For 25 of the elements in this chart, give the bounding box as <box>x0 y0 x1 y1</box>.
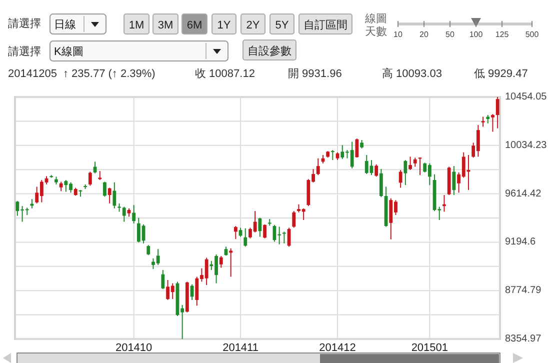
text: 100 <box>469 30 484 39</box>
x-tick-label: 201410 <box>115 342 152 354</box>
y-tick-label: 10034.23 <box>505 140 548 151</box>
text: 20141205 <box>8 68 57 80</box>
text: 10 <box>394 30 403 39</box>
text: 線圖天數 <box>364 13 387 38</box>
text: 500 <box>525 30 540 39</box>
text: 20 <box>420 30 429 39</box>
y-tick-label: 8774.79 <box>505 285 542 296</box>
x-tick-label: 201411 <box>222 342 258 354</box>
text: 低 9929.47 <box>474 68 528 80</box>
text: 開 9931.96 <box>288 68 342 80</box>
text: 高 10093.03 <box>382 67 442 80</box>
text: 收 10087.12 <box>195 68 255 80</box>
x-tick-label: 201412 <box>319 342 356 354</box>
y-tick-label: 8354.97 <box>505 334 542 344</box>
y-tick-label: 9614.42 <box>505 188 542 200</box>
y-tick-label: 10454.05 <box>505 92 548 102</box>
text: ↑ 235.77 (↑ 2.39%) <box>63 68 156 80</box>
text: 125 <box>495 30 510 39</box>
y-tick-label: 9194.6 <box>505 236 536 248</box>
x-tick-label: 201501 <box>411 342 448 354</box>
text: 請選擇 <box>8 45 41 58</box>
text: 50 <box>446 30 455 39</box>
text: 請選擇 <box>8 17 41 30</box>
